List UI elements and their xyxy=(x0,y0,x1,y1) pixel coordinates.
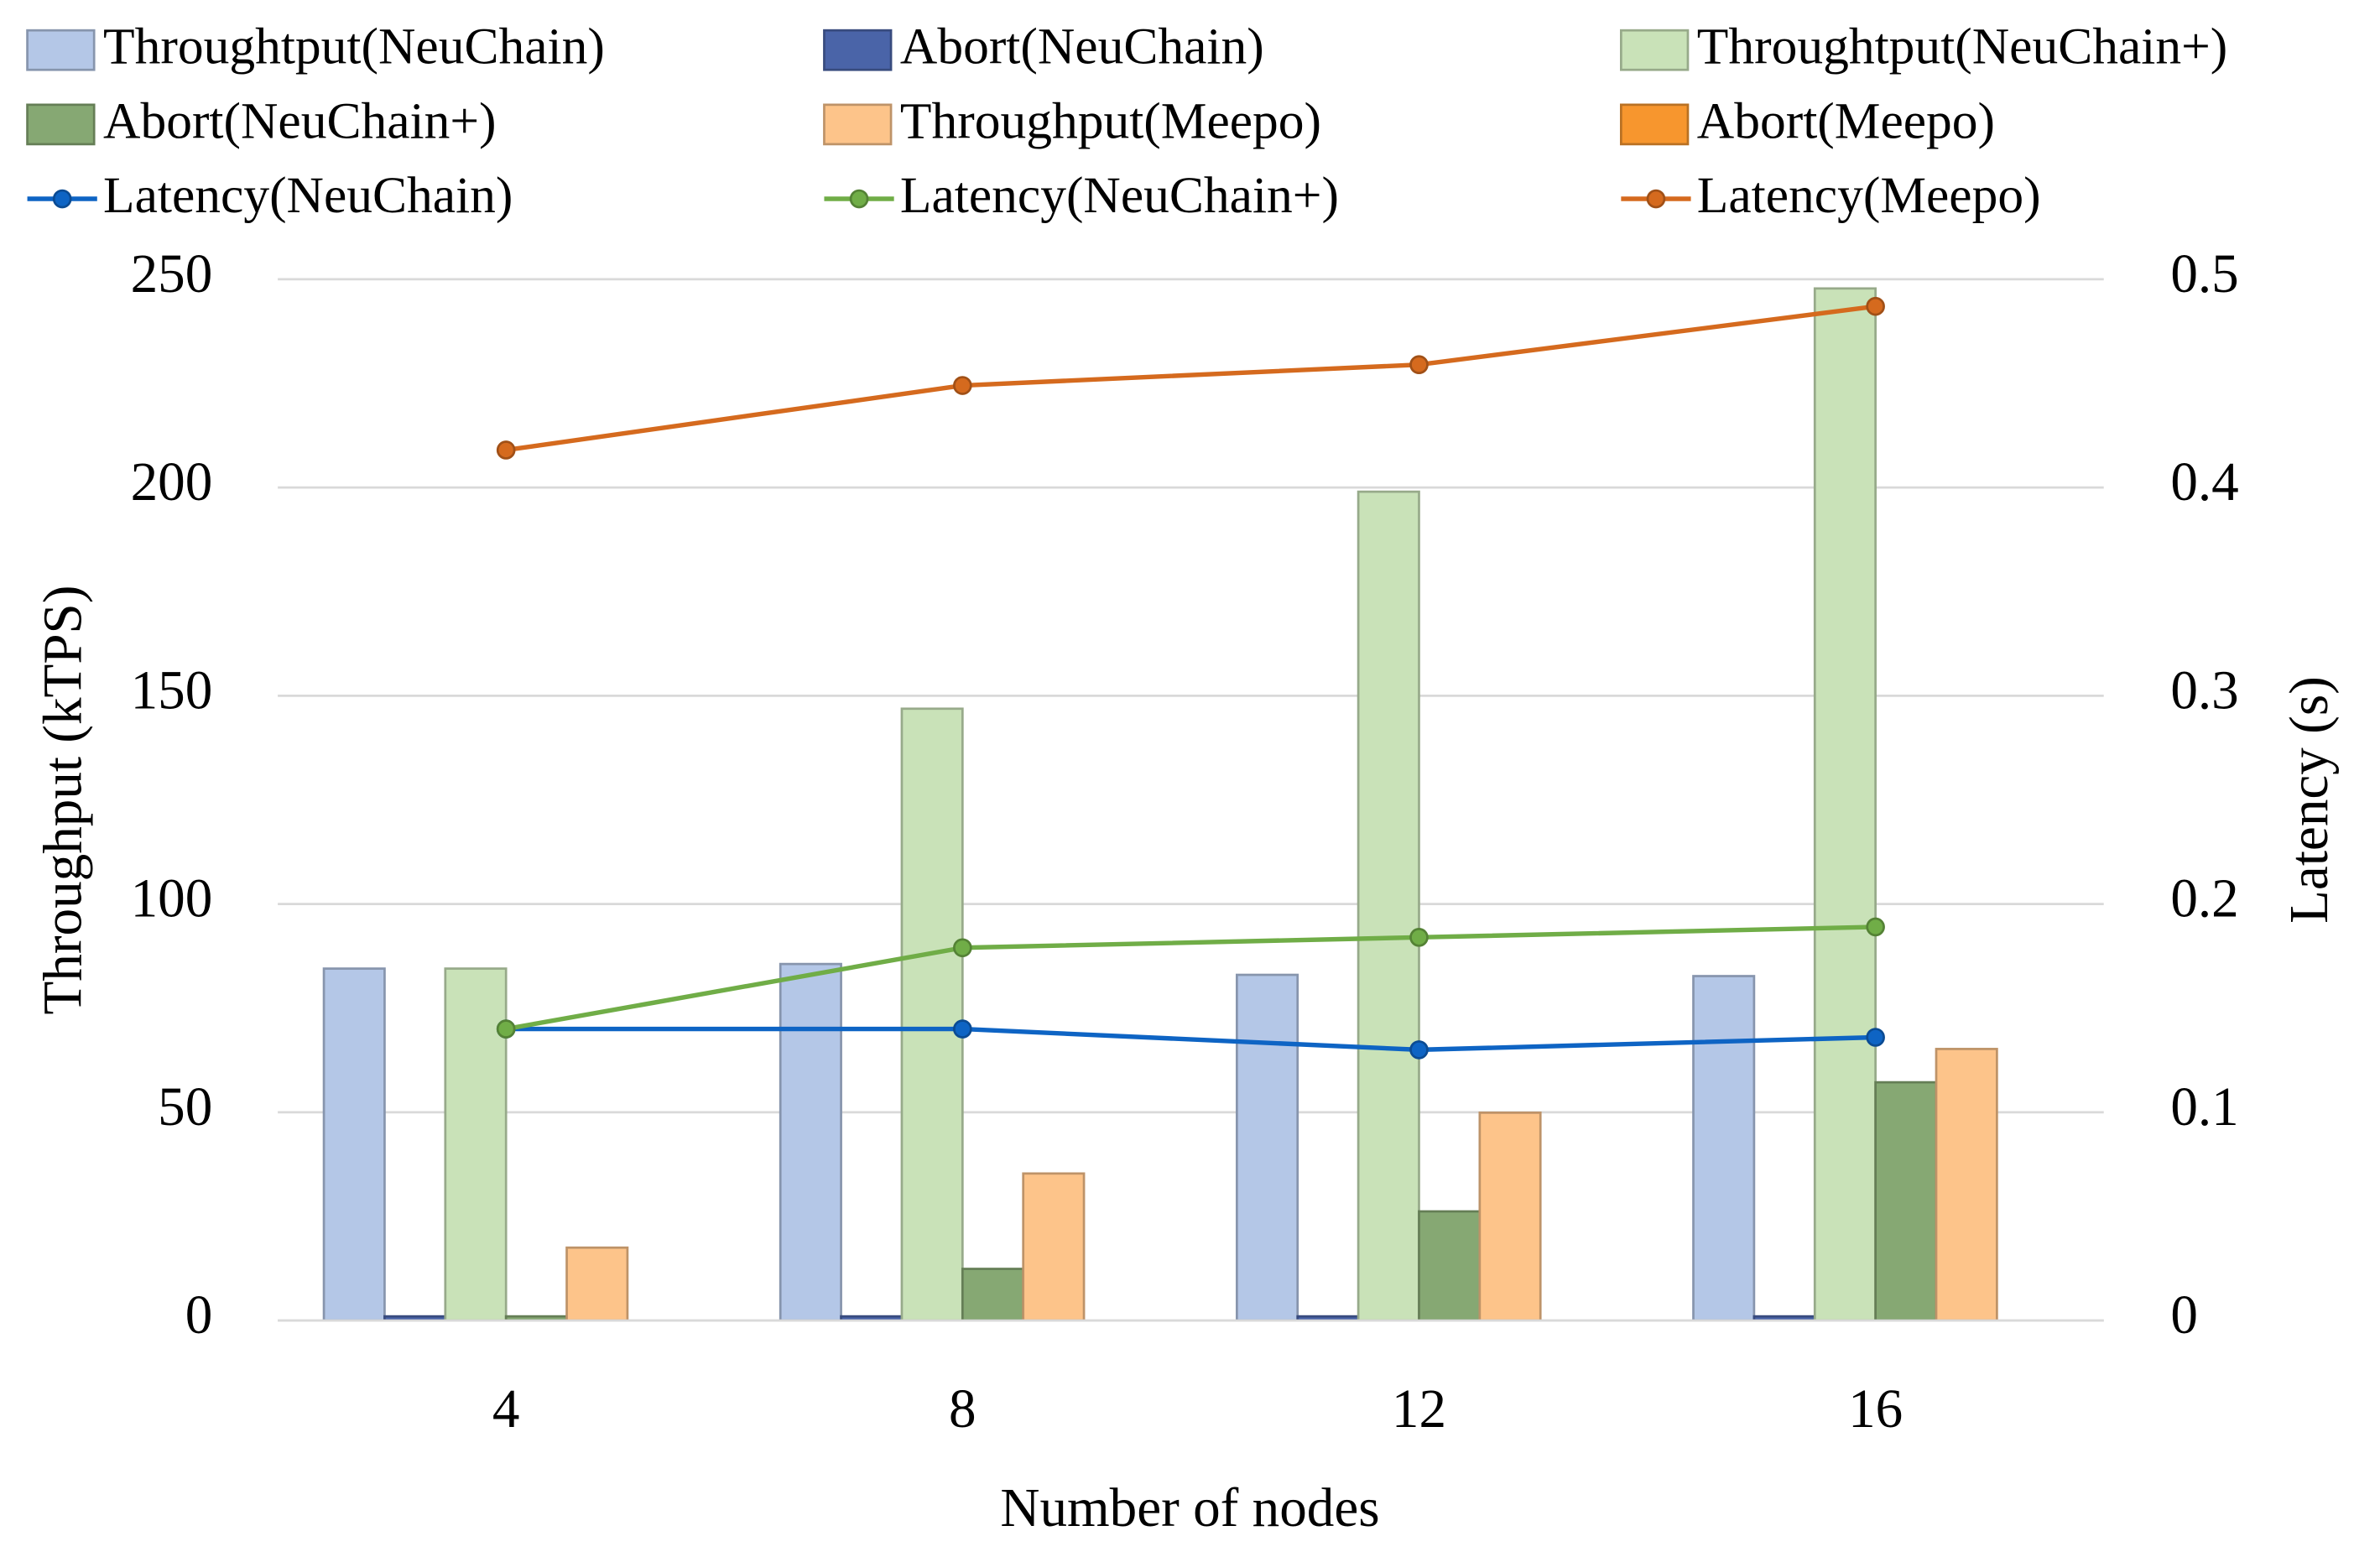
line xyxy=(505,924,1876,1032)
line xyxy=(505,304,1876,453)
x-tick-label: 8 xyxy=(949,1379,976,1440)
y2-tick-label: 0.3 xyxy=(2170,660,2238,721)
bar xyxy=(1935,1048,1998,1322)
bar xyxy=(565,1246,629,1322)
y2-tick-label: 0 xyxy=(2170,1285,2198,1346)
bar xyxy=(1418,1210,1482,1322)
legend-swatch xyxy=(1619,103,1690,146)
legend-label: Abort(NeuChain+) xyxy=(103,92,496,149)
legend-marker xyxy=(849,189,869,209)
legend-swatch xyxy=(823,103,893,146)
legend-swatch xyxy=(1619,29,1690,71)
bar xyxy=(1813,287,1877,1322)
bar xyxy=(1692,975,1756,1322)
point xyxy=(953,1019,972,1039)
bar xyxy=(1022,1172,1086,1322)
y-tick-label: 150 xyxy=(131,660,213,721)
x-tick-label: 16 xyxy=(1848,1379,1903,1440)
bar xyxy=(444,967,508,1322)
legend-swatch xyxy=(26,103,96,146)
y2-tick-label: 0.2 xyxy=(2170,869,2238,930)
point xyxy=(953,938,972,958)
bar xyxy=(779,962,842,1322)
y2-axis-title: Latency (s) xyxy=(2279,676,2340,924)
x-axis-title: Number of nodes xyxy=(1000,1478,1379,1539)
legend-marker xyxy=(52,189,72,209)
legend-marker xyxy=(1646,189,1666,209)
legend-label: Latency(NeuChain+) xyxy=(900,167,1339,224)
y2-tick-label: 0.1 xyxy=(2170,1077,2238,1138)
bar xyxy=(1478,1112,1542,1322)
line xyxy=(506,1026,1876,1053)
bar xyxy=(1357,490,1420,1322)
bar xyxy=(1236,973,1299,1322)
legend-label: Latency(NeuChain) xyxy=(103,167,513,224)
point xyxy=(953,376,972,395)
point xyxy=(496,1019,516,1039)
point xyxy=(496,440,516,460)
legend-label: Latency(Meepo) xyxy=(1697,167,2041,224)
y2-tick-label: 0.5 xyxy=(2170,244,2238,305)
legend-label: Throughput(Meepo) xyxy=(900,92,1321,149)
point xyxy=(1409,928,1429,947)
y-tick-label: 50 xyxy=(158,1077,212,1138)
point xyxy=(1866,1028,1885,1047)
legend-swatch xyxy=(823,29,893,71)
y-tick-label: 100 xyxy=(131,869,213,930)
point xyxy=(1866,917,1885,937)
bar xyxy=(322,967,386,1322)
y2-tick-label: 0.4 xyxy=(2170,452,2238,513)
legend-label: Throughtput(NeuChain+) xyxy=(1697,18,2227,76)
y-axis-title: Throughput (kTPS) xyxy=(33,586,93,1015)
point xyxy=(1409,355,1429,375)
bar xyxy=(1874,1081,1938,1322)
y-tick-label: 200 xyxy=(131,452,213,513)
point xyxy=(1866,296,1885,316)
bar xyxy=(961,1268,1025,1322)
y-tick-label: 0 xyxy=(185,1285,213,1346)
legend-swatch xyxy=(26,29,96,71)
point xyxy=(1409,1040,1429,1060)
x-tick-label: 4 xyxy=(492,1379,520,1440)
bar xyxy=(900,707,964,1322)
legend-label: Throughtput(NeuChain) xyxy=(103,18,605,76)
legend-label: Abort(Meepo) xyxy=(1697,92,1995,149)
legend-label: Abort(NeuChain) xyxy=(900,18,1264,76)
x-tick-label: 12 xyxy=(1392,1379,1446,1440)
y-tick-label: 250 xyxy=(131,244,213,305)
